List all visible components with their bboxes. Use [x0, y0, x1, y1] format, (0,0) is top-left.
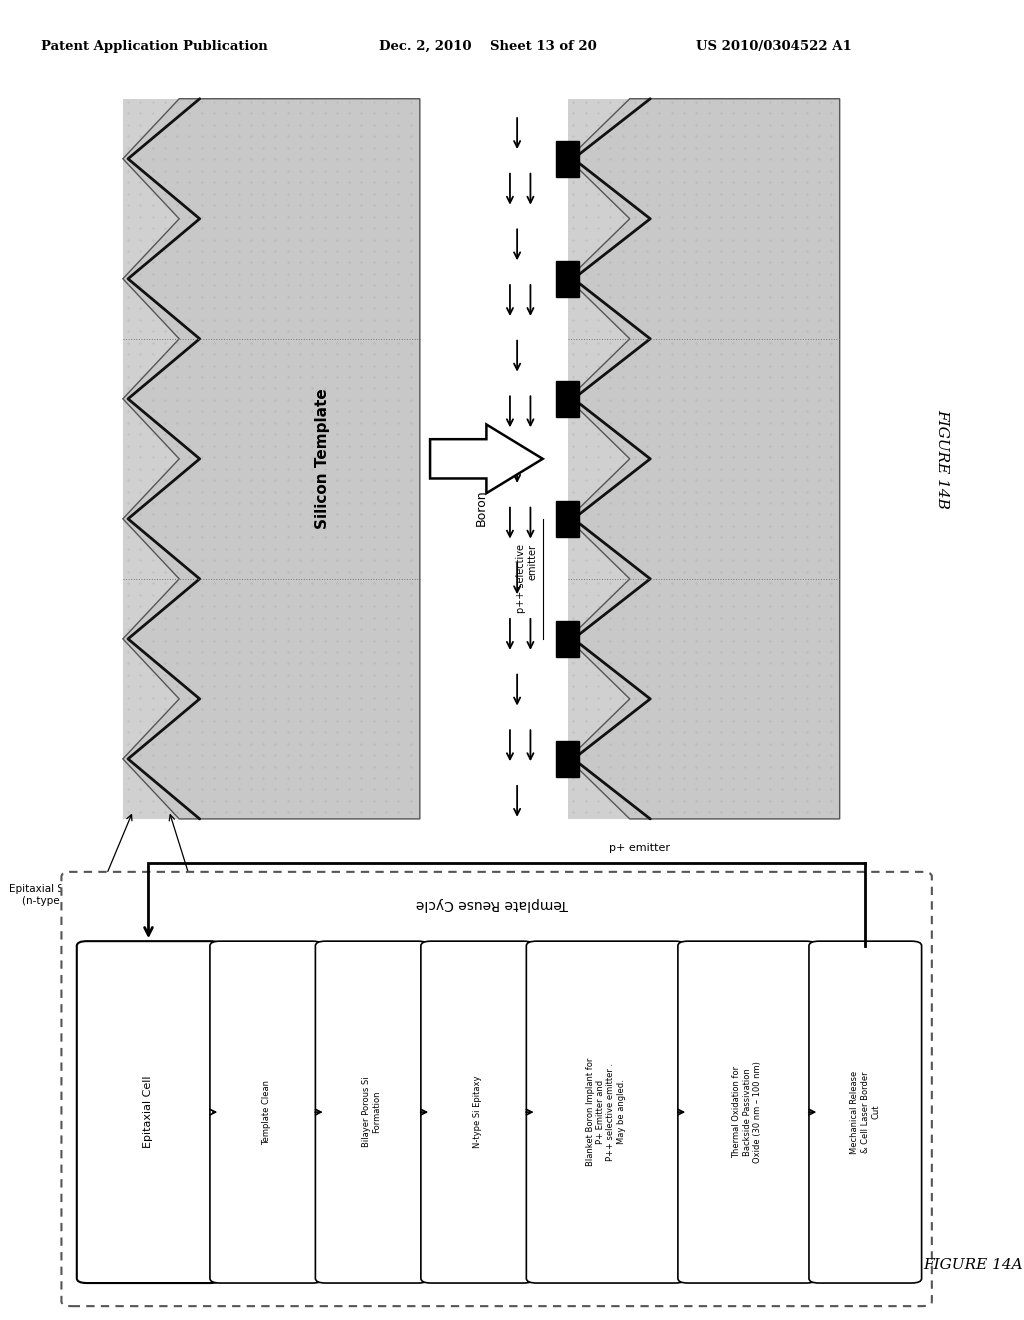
- Text: N-type Si Epitaxy: N-type Si Epitaxy: [473, 1076, 481, 1148]
- FancyBboxPatch shape: [678, 941, 816, 1283]
- Text: Bi-layer porous Si: Bi-layer porous Si: [200, 909, 292, 919]
- Text: Thermal Oxidation for
Backside Passivation
Oxide (30 nm – 100 nm): Thermal Oxidation for Backside Passivati…: [732, 1061, 762, 1163]
- FancyBboxPatch shape: [210, 941, 323, 1283]
- Text: Boron: Boron: [475, 490, 487, 527]
- Text: Silicon Template: Silicon Template: [315, 388, 330, 529]
- Text: Mechanical Release
& Cell Laser Border
Cut: Mechanical Release & Cell Laser Border C…: [850, 1071, 881, 1154]
- Text: Epitaxial Cell: Epitaxial Cell: [143, 1076, 154, 1148]
- Text: Epitaxial Silicon
(n-type base): Epitaxial Silicon (n-type base): [9, 884, 92, 906]
- Text: Patent Application Publication: Patent Application Publication: [41, 40, 267, 53]
- Bar: [568, 99, 840, 818]
- Text: US 2010/0304522 A1: US 2010/0304522 A1: [696, 40, 852, 53]
- Bar: [556, 500, 579, 537]
- Text: Bilayer Porous Si
Formation: Bilayer Porous Si Formation: [362, 1077, 381, 1147]
- FancyBboxPatch shape: [526, 941, 685, 1283]
- Text: Dec. 2, 2010    Sheet 13 of 20: Dec. 2, 2010 Sheet 13 of 20: [379, 40, 597, 53]
- Text: p++ selective
emitter: p++ selective emitter: [516, 544, 538, 614]
- FancyBboxPatch shape: [421, 941, 534, 1283]
- Polygon shape: [430, 425, 543, 494]
- Polygon shape: [568, 99, 840, 818]
- Bar: [556, 380, 579, 417]
- Bar: [556, 620, 579, 657]
- Bar: [123, 99, 420, 818]
- Polygon shape: [123, 99, 420, 818]
- FancyBboxPatch shape: [77, 941, 220, 1283]
- Text: Template Clean: Template Clean: [262, 1080, 270, 1144]
- FancyBboxPatch shape: [315, 941, 428, 1283]
- Text: FIGURE 14A: FIGURE 14A: [923, 1258, 1023, 1271]
- Bar: [556, 261, 579, 297]
- Text: FIGURE 14B: FIGURE 14B: [935, 409, 949, 508]
- FancyBboxPatch shape: [809, 941, 922, 1283]
- Text: Blanket Boron Implant for
P+ Emitter and
P++ selective emitter .
May be angled.: Blanket Boron Implant for P+ Emitter and…: [586, 1057, 626, 1167]
- Bar: [556, 741, 579, 777]
- Text: p+ emitter: p+ emitter: [609, 843, 671, 854]
- FancyBboxPatch shape: [61, 873, 932, 1307]
- Text: Template Reuse Cycle: Template Reuse Cycle: [416, 898, 567, 911]
- Bar: [556, 141, 579, 177]
